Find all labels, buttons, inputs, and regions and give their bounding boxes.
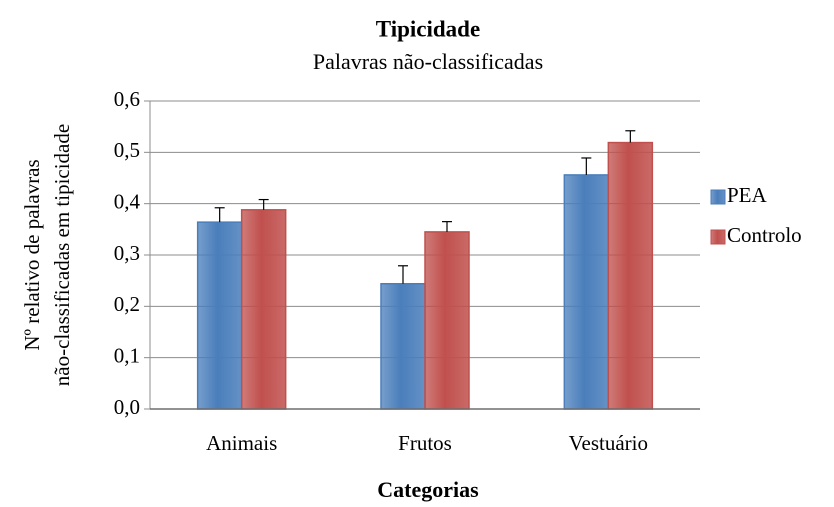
bar bbox=[380, 282, 426, 410]
bar bbox=[196, 221, 243, 410]
legend-label: PEA bbox=[727, 183, 768, 207]
y-tick-label: 0,6 bbox=[114, 87, 140, 111]
legend-label: Controlo bbox=[727, 223, 802, 247]
x-tick-label: Animais bbox=[206, 431, 277, 455]
bar bbox=[240, 209, 287, 410]
y-tick-label: 0,1 bbox=[114, 343, 140, 367]
y-tick-label: 0,4 bbox=[114, 189, 141, 213]
bar bbox=[424, 231, 470, 410]
y-tick-label: 0,0 bbox=[114, 395, 140, 419]
y-tick-label: 0,5 bbox=[114, 138, 140, 162]
legend-swatch bbox=[710, 229, 726, 245]
x-axis-label: Categorias bbox=[377, 477, 479, 502]
x-tick-label: Frutos bbox=[398, 431, 452, 455]
y-tick-label: 0,2 bbox=[114, 292, 140, 316]
bar bbox=[607, 141, 654, 410]
chart-title: Tipicidade bbox=[376, 16, 480, 41]
legend-swatch bbox=[710, 189, 726, 205]
x-tick-label: Vestuário bbox=[569, 431, 648, 455]
bar bbox=[563, 174, 610, 410]
y-axis-label: não-classificadas em tipicidade bbox=[50, 124, 74, 386]
y-axis-label: Nº relativo de palavras bbox=[20, 159, 44, 350]
y-tick-label: 0,3 bbox=[114, 241, 140, 265]
chart-subtitle: Palavras não-classificadas bbox=[313, 49, 543, 74]
